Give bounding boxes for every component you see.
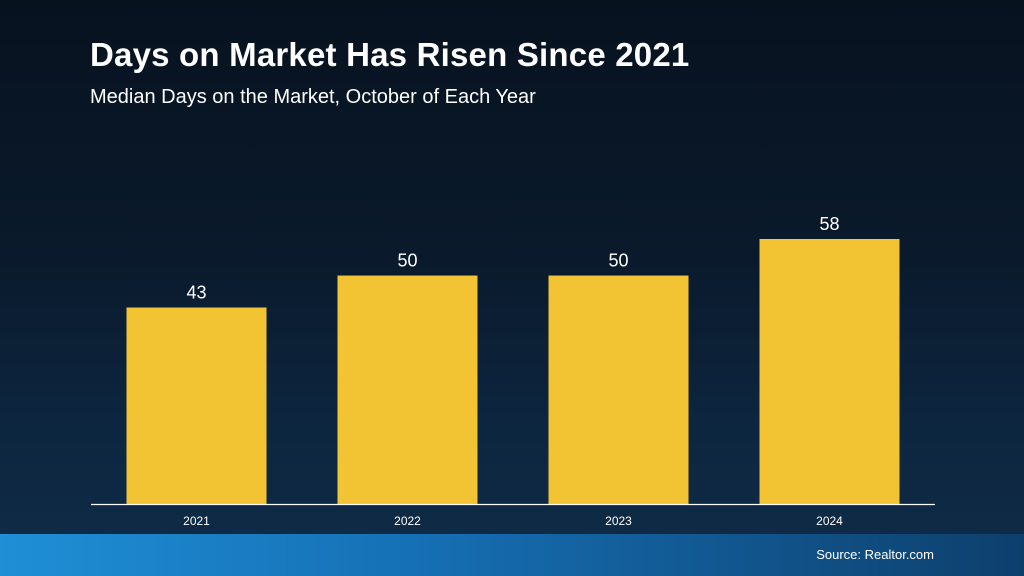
x-tick-label-2024: 2024 <box>816 514 843 528</box>
x-tick-label-2022: 2022 <box>394 514 421 528</box>
source-text: Source: Realtor.com <box>816 547 934 562</box>
bar-2023 <box>548 275 689 504</box>
data-label-2024: 58 <box>819 214 839 234</box>
x-tick-label-2021: 2021 <box>183 514 210 528</box>
bar-2024 <box>759 238 900 504</box>
page-title: Days on Market Has Risen Since 2021 <box>90 36 690 73</box>
data-label-2022: 50 <box>397 251 417 271</box>
data-label-2021: 43 <box>186 283 206 303</box>
bar-2022 <box>337 275 478 504</box>
x-tick-label-2023: 2023 <box>605 514 632 528</box>
data-label-2023: 50 <box>608 251 628 271</box>
page-subtitle: Median Days on the Market, October of Ea… <box>90 86 536 108</box>
footer-bar: Source: Realtor.com <box>0 534 1024 576</box>
bar-2021 <box>126 307 267 504</box>
